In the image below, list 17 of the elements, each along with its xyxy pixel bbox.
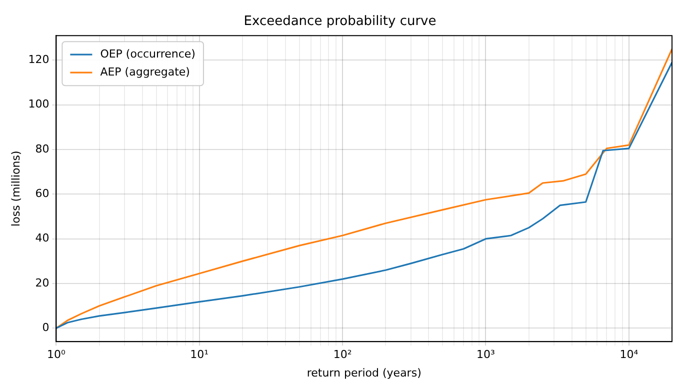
y-tick-label: 40 (35, 232, 50, 245)
y-tick-label: 120 (28, 53, 50, 66)
y-tick-label: 20 (35, 276, 50, 290)
x-tick-label: 10⁴ (620, 348, 639, 362)
legend-label: OEP (occurrence) (100, 47, 196, 60)
x-tick-label: 10¹ (190, 348, 209, 362)
y-tick-label: 100 (28, 98, 50, 111)
chart-title: Exceedance probability curve (244, 14, 436, 30)
x-tick-label: 10³ (476, 348, 495, 362)
y-tick-label: 60 (35, 187, 50, 200)
legend-label: AEP (aggregate) (100, 65, 190, 78)
y-tick-label: 0 (42, 321, 50, 334)
x-tick-label: 10² (333, 348, 352, 362)
y-tick-label: 80 (35, 142, 50, 156)
x-axis-title: return period (years) (306, 366, 422, 380)
y-axis-title: loss (millions) (9, 150, 22, 226)
x-tick-label: 10⁰ (46, 348, 66, 362)
